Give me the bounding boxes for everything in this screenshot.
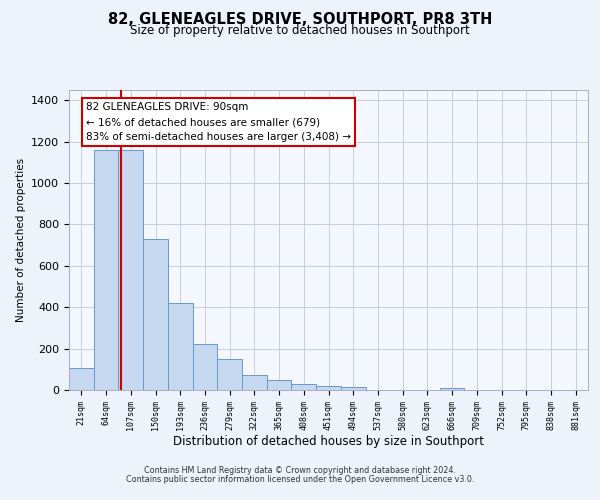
Text: Contains HM Land Registry data © Crown copyright and database right 2024.: Contains HM Land Registry data © Crown c… — [144, 466, 456, 475]
Bar — [440, 388, 464, 390]
Text: Size of property relative to detached houses in Southport: Size of property relative to detached ho… — [130, 24, 470, 37]
Bar — [242, 375, 267, 390]
Bar — [267, 380, 292, 390]
X-axis label: Distribution of detached houses by size in Southport: Distribution of detached houses by size … — [173, 436, 484, 448]
Bar — [341, 387, 365, 390]
Text: 82 GLENEAGLES DRIVE: 90sqm
← 16% of detached houses are smaller (679)
83% of sem: 82 GLENEAGLES DRIVE: 90sqm ← 16% of deta… — [86, 102, 351, 142]
Bar — [69, 368, 94, 390]
Bar — [292, 384, 316, 390]
Text: Contains public sector information licensed under the Open Government Licence v3: Contains public sector information licen… — [126, 475, 474, 484]
Bar — [168, 303, 193, 390]
Text: 82, GLENEAGLES DRIVE, SOUTHPORT, PR8 3TH: 82, GLENEAGLES DRIVE, SOUTHPORT, PR8 3TH — [108, 12, 492, 28]
Bar — [143, 239, 168, 390]
Bar — [94, 150, 118, 390]
Bar — [193, 344, 217, 390]
Bar — [217, 359, 242, 390]
Bar — [316, 386, 341, 390]
Y-axis label: Number of detached properties: Number of detached properties — [16, 158, 26, 322]
Bar — [118, 150, 143, 390]
